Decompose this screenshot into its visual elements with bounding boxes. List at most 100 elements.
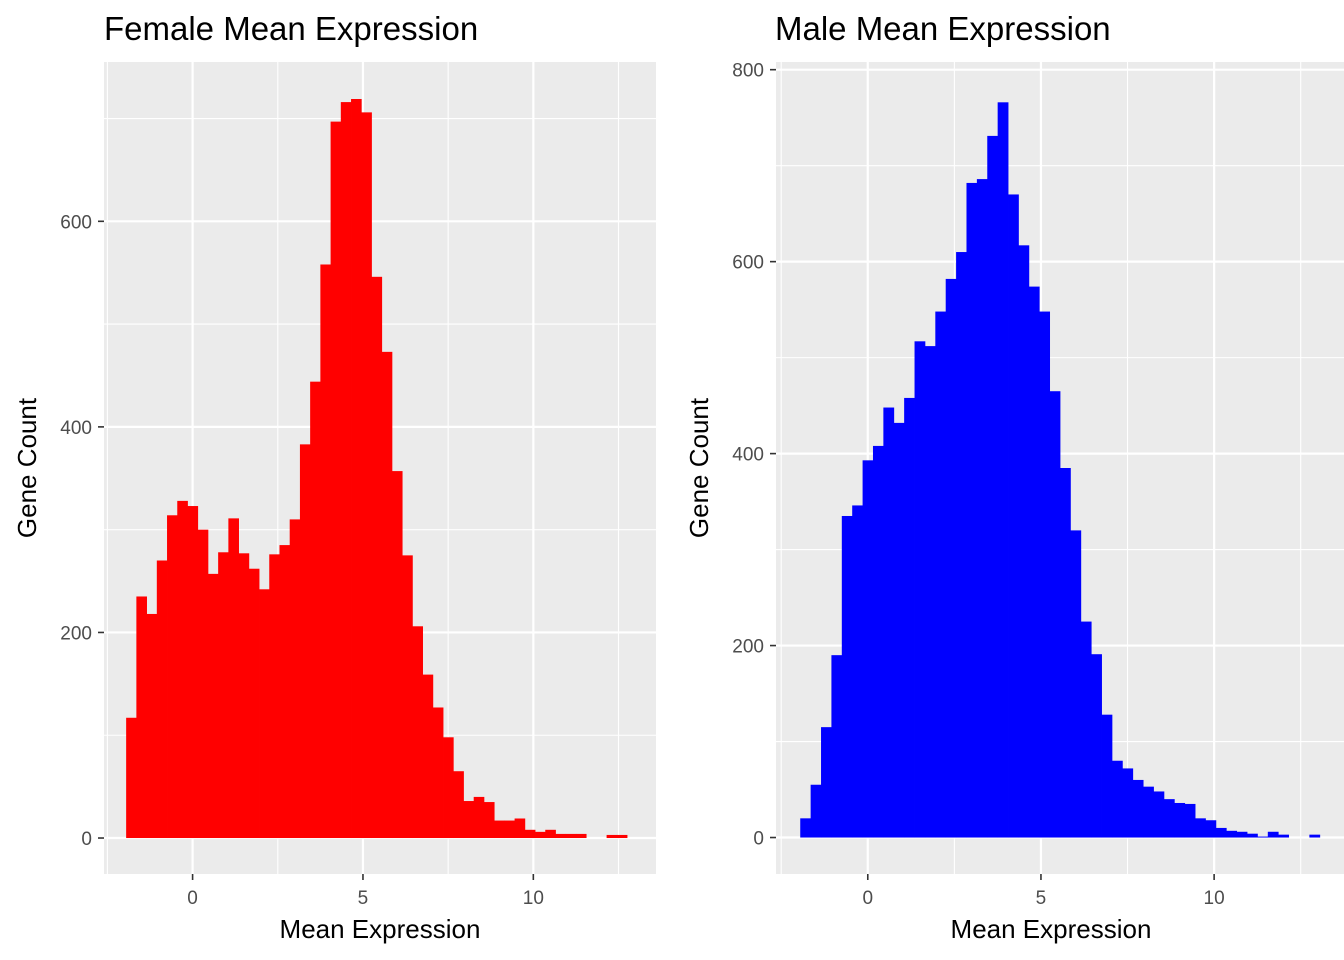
male-bar bbox=[904, 397, 915, 838]
female-x-tick-label: 5 bbox=[358, 888, 369, 909]
male-x-axis-label: Mean Expression bbox=[951, 914, 1152, 944]
male-bar bbox=[800, 818, 812, 838]
female-bar bbox=[463, 801, 475, 839]
male-bar bbox=[1070, 530, 1082, 838]
male-y-tick-labels: 0 200 400 600 800 bbox=[732, 61, 764, 850]
female-bar bbox=[136, 596, 147, 839]
male-bar bbox=[1028, 286, 1040, 838]
female-bar bbox=[126, 717, 137, 839]
female-bar bbox=[248, 568, 260, 839]
male-x-tick-label: 10 bbox=[1204, 888, 1225, 909]
male-y-tick-label: 200 bbox=[732, 637, 764, 658]
male-x-tick-label: 5 bbox=[1036, 888, 1047, 909]
female-y-tick-label: 0 bbox=[81, 829, 92, 850]
female-bar bbox=[473, 796, 485, 839]
female-bar bbox=[279, 545, 291, 839]
male-bar bbox=[956, 252, 967, 838]
female-bar bbox=[494, 820, 505, 839]
male-y-tick-label: 400 bbox=[732, 445, 764, 466]
male-axis-ticks bbox=[770, 68, 1215, 880]
female-bar bbox=[320, 264, 331, 839]
female-bar bbox=[167, 515, 178, 839]
female-chart-title: Female Mean Expression bbox=[104, 10, 478, 47]
male-bar bbox=[883, 407, 895, 838]
male-bar bbox=[1018, 245, 1030, 838]
male-bar bbox=[1143, 786, 1154, 838]
male-bar bbox=[1008, 194, 1019, 838]
female-x-tick-label: 10 bbox=[523, 888, 544, 909]
male-y-axis-label: Gene Count bbox=[684, 397, 714, 538]
male-bar bbox=[1101, 714, 1113, 838]
female-bar bbox=[340, 102, 352, 839]
male-bar bbox=[1080, 621, 1092, 838]
male-bar bbox=[1247, 833, 1258, 838]
male-bar bbox=[852, 505, 863, 838]
female-bar bbox=[361, 112, 372, 839]
female-bar bbox=[443, 737, 454, 839]
male-bar bbox=[1236, 831, 1248, 838]
female-bar bbox=[616, 834, 628, 839]
female-bar bbox=[422, 674, 434, 839]
female-bar bbox=[156, 560, 168, 839]
male-bar bbox=[1257, 836, 1269, 838]
male-bar bbox=[1060, 468, 1071, 838]
male-bar bbox=[893, 422, 905, 838]
female-bar bbox=[238, 553, 250, 839]
female-y-tick-labels: 0 200 400 600 bbox=[60, 212, 92, 850]
male-bar bbox=[1267, 831, 1279, 838]
female-bar bbox=[381, 351, 393, 839]
male-bar bbox=[1049, 391, 1061, 838]
male-bar bbox=[821, 727, 832, 838]
female-histogram-panel: Female Mean Expression 0 5 10 0 200 400 600 M… bbox=[12, 10, 656, 944]
female-y-tick-label: 400 bbox=[60, 418, 92, 439]
male-bar bbox=[1184, 803, 1196, 838]
female-bar bbox=[391, 471, 403, 839]
female-bar bbox=[483, 802, 495, 839]
male-bar bbox=[1215, 827, 1227, 838]
male-y-tick-label: 800 bbox=[732, 61, 764, 82]
female-bar bbox=[432, 707, 444, 839]
male-bar bbox=[1132, 779, 1144, 838]
female-bar bbox=[412, 626, 423, 839]
male-bar bbox=[924, 346, 936, 838]
female-bar bbox=[575, 833, 587, 839]
male-y-tick-label: 600 bbox=[732, 253, 764, 274]
female-y-axis-label: Gene Count bbox=[12, 397, 42, 538]
female-bar bbox=[269, 554, 280, 839]
female-bar bbox=[535, 831, 546, 839]
female-bar bbox=[514, 818, 526, 839]
male-bar bbox=[862, 460, 874, 838]
female-bar bbox=[402, 555, 413, 839]
male-bar bbox=[976, 179, 988, 838]
female-bar bbox=[310, 381, 321, 839]
male-x-tick-labels: 0 5 10 bbox=[862, 888, 1224, 909]
male-bar bbox=[1174, 802, 1186, 838]
male-bar bbox=[841, 515, 853, 838]
male-bar bbox=[1195, 818, 1206, 838]
male-x-tick-label: 0 bbox=[862, 888, 873, 909]
female-y-tick-label: 200 bbox=[60, 623, 92, 644]
female-x-tick-label: 0 bbox=[187, 888, 198, 909]
male-histogram-panel: Male Mean Expression 0 5 10 0200400600800 … bbox=[684, 10, 1344, 944]
male-bar bbox=[1039, 311, 1051, 838]
male-bar bbox=[987, 135, 999, 838]
female-bar bbox=[259, 589, 270, 839]
female-bar bbox=[453, 771, 464, 839]
female-bar bbox=[207, 573, 219, 839]
female-x-axis-label: Mean Expression bbox=[280, 914, 481, 944]
male-bar bbox=[810, 784, 822, 838]
female-bar bbox=[146, 613, 158, 839]
female-bar bbox=[197, 529, 209, 839]
male-bars bbox=[800, 102, 1321, 838]
female-bar bbox=[504, 820, 515, 839]
female-bar bbox=[187, 506, 199, 839]
male-bar bbox=[914, 341, 926, 838]
female-bar bbox=[299, 444, 311, 839]
male-bar bbox=[997, 102, 1009, 838]
male-chart-title: Male Mean Expression bbox=[775, 10, 1111, 47]
female-bar bbox=[545, 829, 556, 839]
male-bar bbox=[1278, 834, 1289, 838]
male-bar bbox=[935, 311, 947, 838]
